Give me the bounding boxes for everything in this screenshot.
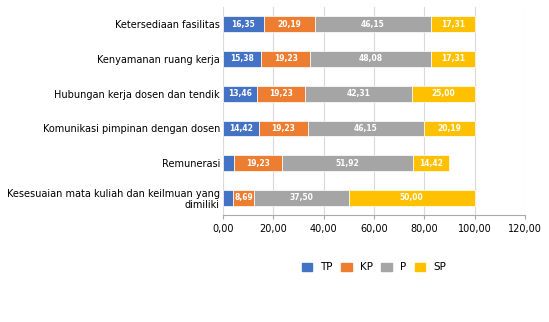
Bar — [223, 16, 264, 32]
Bar — [223, 86, 256, 101]
Bar — [256, 86, 305, 101]
Bar — [349, 190, 475, 206]
Bar — [261, 51, 310, 67]
Bar — [223, 155, 234, 171]
Bar — [233, 190, 254, 206]
Text: 13,46: 13,46 — [228, 89, 251, 98]
Bar — [310, 51, 431, 67]
Bar — [305, 86, 412, 101]
Text: 48,08: 48,08 — [358, 54, 383, 63]
Bar — [264, 16, 315, 32]
Text: 25,00: 25,00 — [432, 89, 455, 98]
Bar — [259, 121, 307, 136]
Bar — [234, 155, 282, 171]
Bar — [412, 86, 475, 101]
Text: 14,42: 14,42 — [229, 124, 253, 133]
Text: 42,31: 42,31 — [346, 89, 371, 98]
Bar — [223, 51, 261, 67]
Bar — [223, 121, 259, 136]
Text: 37,50: 37,50 — [289, 193, 313, 202]
Text: 46,15: 46,15 — [354, 124, 378, 133]
Bar — [254, 190, 349, 206]
Text: 50,00: 50,00 — [400, 193, 424, 202]
Text: 19,23: 19,23 — [269, 89, 293, 98]
Text: 17,31: 17,31 — [441, 54, 465, 63]
Text: 20,19: 20,19 — [277, 20, 301, 29]
Text: 14,42: 14,42 — [419, 159, 443, 168]
Bar — [424, 121, 475, 136]
Text: 51,92: 51,92 — [336, 159, 360, 168]
Bar — [315, 16, 431, 32]
Text: 19,23: 19,23 — [274, 54, 298, 63]
Legend: TP, KP, P, SP: TP, KP, P, SP — [298, 258, 450, 277]
Text: 19,23: 19,23 — [271, 124, 295, 133]
Text: 15,38: 15,38 — [230, 54, 254, 63]
Bar — [307, 121, 424, 136]
Bar — [431, 51, 475, 67]
Bar — [431, 16, 475, 32]
Text: 17,31: 17,31 — [441, 20, 465, 29]
Text: 19,23: 19,23 — [246, 159, 270, 168]
Text: 8,69: 8,69 — [234, 193, 253, 202]
Text: 46,15: 46,15 — [361, 20, 385, 29]
Text: 20,19: 20,19 — [438, 124, 461, 133]
Bar — [413, 155, 450, 171]
Bar — [282, 155, 413, 171]
Text: 16,35: 16,35 — [232, 20, 255, 29]
Bar — [223, 190, 233, 206]
